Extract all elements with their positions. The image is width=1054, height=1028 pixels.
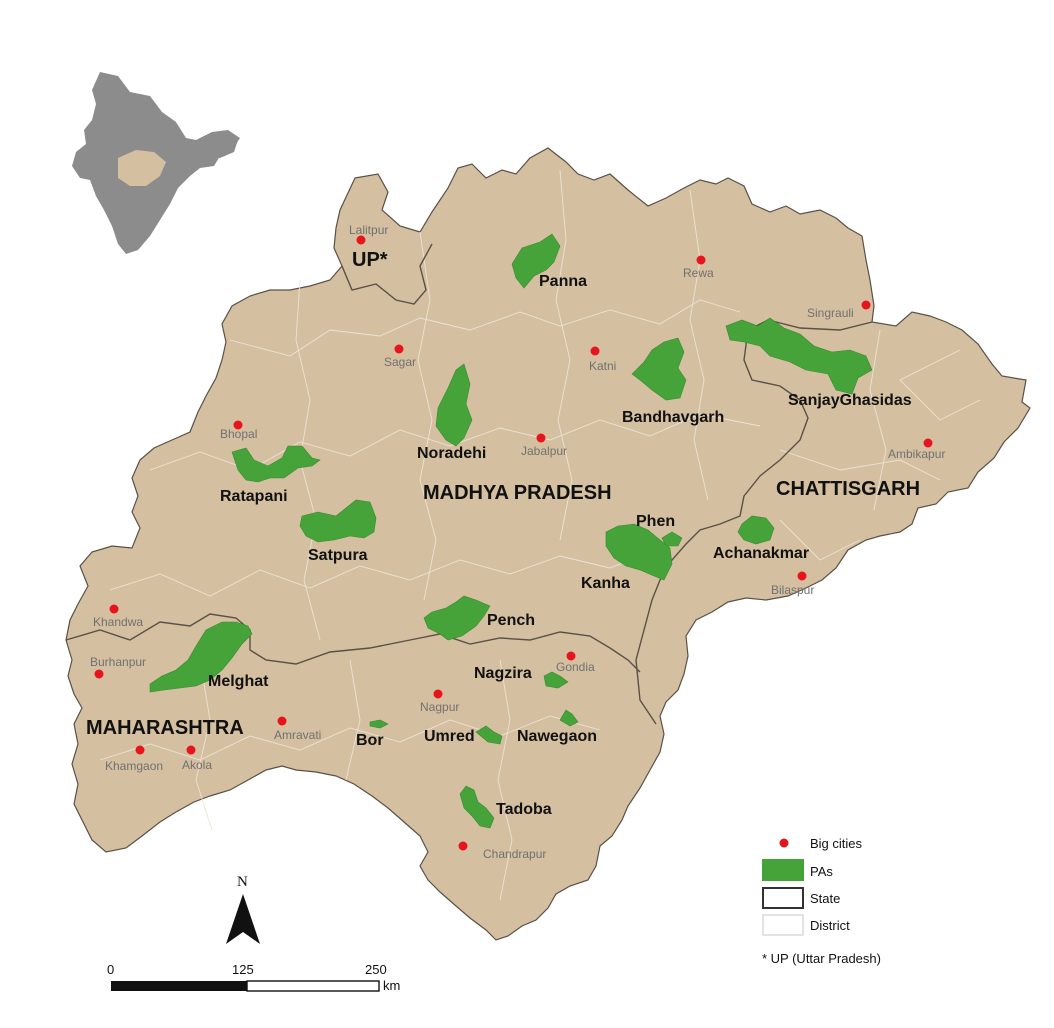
city-dot-bilaspur (797, 571, 807, 581)
pa-melghat-shape (149, 621, 253, 693)
pa-label: Bor (356, 732, 384, 749)
pa-label: Nawegaon (517, 728, 597, 745)
pa-nawegaon-shape (559, 709, 579, 727)
city-dot-katni (590, 346, 600, 356)
scale-label-max: 250 (365, 962, 387, 977)
pa-kanha-shape (605, 523, 673, 581)
city-label: Chandrapur (483, 847, 546, 861)
city-label: Katni (589, 359, 616, 373)
city-dot-khandwa (109, 604, 119, 614)
pa-satpura-shape (299, 499, 377, 543)
city-label: Sagar (384, 355, 416, 369)
pa-label: Tadoba (496, 801, 552, 818)
city-label: Khamgaon (105, 759, 163, 773)
pa-label: Ratapani (220, 488, 288, 505)
city-label: Khandwa (93, 615, 143, 629)
scale-unit: km (383, 978, 400, 993)
city-label: Bilaspur (771, 583, 814, 597)
state-label-mh: MAHARASHTRA (86, 717, 244, 739)
city-label: Jabalpur (521, 444, 567, 458)
city-dot-gondia (566, 651, 576, 661)
pa-nagzira-shape (543, 671, 569, 689)
legend-label: PAs (810, 864, 833, 879)
pa-ratapani-shape (231, 445, 321, 483)
city-dot-singrauli (861, 300, 871, 310)
north-arrow: N (226, 874, 260, 944)
city-dot-sagar (394, 344, 404, 354)
city-dot-lalitpur (356, 235, 366, 245)
india-inset (72, 72, 240, 254)
city-label: Ambikapur (888, 447, 945, 461)
pa-panna-shape (511, 233, 561, 289)
city-dot-burhanpur (94, 669, 104, 679)
pa-umred-shape (475, 725, 503, 745)
legend-label: District (810, 918, 850, 933)
state-labels: MADHYA PRADESH CHATTISGARH MAHARASHTRA U… (86, 249, 920, 739)
city-dots (94, 235, 933, 851)
inset-study-region (118, 150, 166, 186)
legend-state-symbol (762, 887, 804, 909)
pa-bandhavgarh-shape (631, 337, 687, 401)
city-dot-rewa (696, 255, 706, 265)
north-label: N (237, 874, 248, 890)
protected-areas (149, 233, 873, 829)
legend-district-symbol (762, 914, 804, 936)
city-labels: Lalitpur Rewa Singrauli Sagar Katni Bhop… (90, 223, 945, 861)
city-dot-akola (186, 745, 196, 755)
pa-label: Kanha (581, 575, 630, 592)
city-dot-jabalpur (536, 433, 546, 443)
scale-label-mid: 125 (232, 962, 254, 977)
pa-label: Satpura (308, 547, 368, 564)
state-label-cg: CHATTISGARH (776, 478, 920, 500)
scale-segment-white (246, 980, 380, 992)
pa-labels: Panna Bandhavgarh SanjayGhasidas Noradeh… (208, 273, 912, 818)
north-arrow-icon-right (243, 894, 260, 944)
pa-pench-shape (423, 595, 491, 641)
pa-label: Noradehi (417, 445, 486, 462)
pa-achanakmar-shape (737, 515, 775, 545)
legend-label: State (810, 891, 840, 906)
pa-label: Pench (487, 612, 535, 629)
legend-city-symbol (779, 838, 789, 848)
city-dot-nagpur (433, 689, 443, 699)
city-dot-bhopal (233, 420, 243, 430)
pa-tadoba-shape (459, 785, 495, 829)
city-label: Bhopal (220, 427, 257, 441)
city-label: Burhanpur (90, 655, 146, 669)
legend-pa-symbol (762, 859, 804, 881)
pa-label: Nagzira (474, 665, 532, 682)
city-label: Rewa (683, 266, 714, 280)
city-label: Akola (182, 758, 212, 772)
pa-label: Melghat (208, 673, 269, 690)
city-label: Lalitpur (349, 223, 388, 237)
legend: Big cities PAs State District * UP (Utta… (762, 836, 881, 966)
pa-label: Umred (424, 728, 475, 745)
pa-bor-shape (369, 719, 389, 729)
city-label: Amravati (274, 728, 321, 742)
city-dot-amravati (277, 716, 287, 726)
legend-label: Big cities (810, 836, 863, 851)
india-northeast (204, 136, 238, 158)
pa-noradehi-shape (435, 363, 473, 447)
pa-label: Bandhavgarh (622, 409, 724, 426)
city-label: Singrauli (807, 306, 854, 320)
pa-label: SanjayGhasidas (788, 392, 912, 409)
city-dot-ambikapur (923, 438, 933, 448)
city-label: Gondia (556, 660, 595, 674)
scale-label-zero: 0 (107, 962, 114, 977)
pa-label: Phen (636, 513, 675, 530)
pa-sanjay-shape (725, 317, 873, 395)
city-dot-khamgaon (135, 745, 145, 755)
pa-label: Achanakmar (713, 545, 809, 562)
state-label-up: UP* (352, 249, 388, 271)
state-label-mp: MADHYA PRADESH (423, 482, 612, 504)
scale-bar: 0 125 250 km (107, 962, 400, 993)
scale-segment-black (111, 981, 247, 991)
north-arrow-icon (226, 894, 243, 944)
legend-note: * UP (Uttar Pradesh) (762, 951, 881, 966)
pa-label: Panna (539, 273, 587, 290)
city-label: Nagpur (420, 700, 459, 714)
city-dot-chandrapur (458, 841, 468, 851)
